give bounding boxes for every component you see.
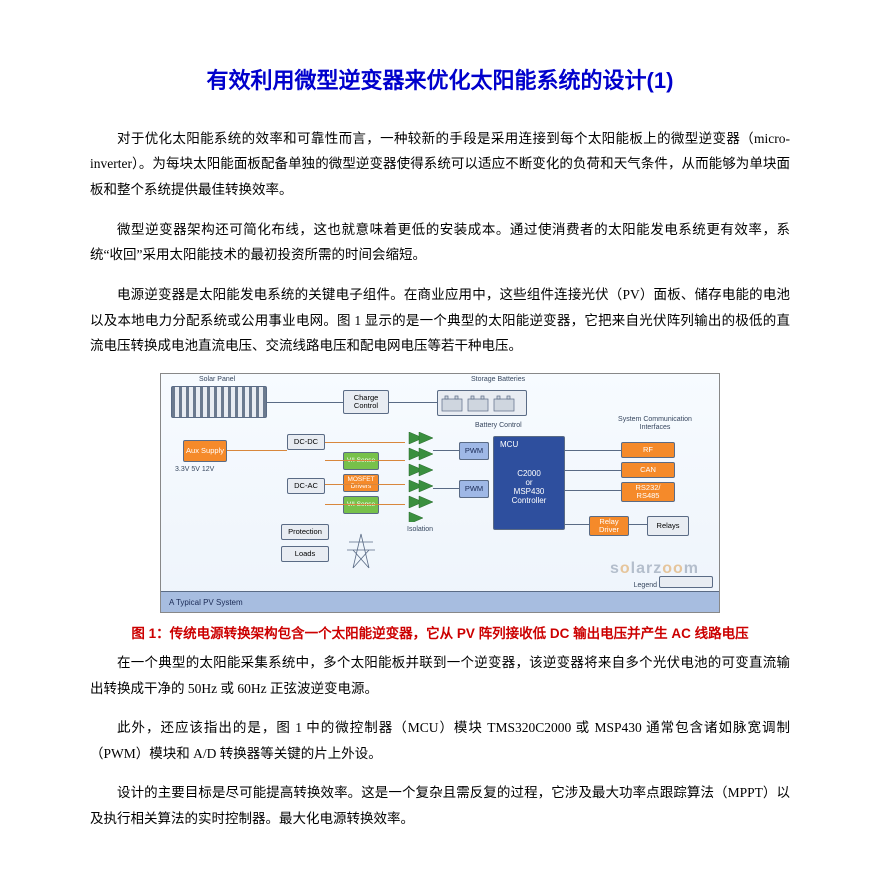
solar-panel-block [171, 386, 267, 418]
paragraph-2: 微型逆变器架构还可简化布线，这也就意味着更低的安装成本。通过使消费者的太阳能发电… [90, 217, 790, 268]
paragraph-1: 对于优化太阳能系统的效率和可靠性而言，一种较新的手段是采用连接到每个太阳能板上的… [90, 126, 790, 203]
dcac-block: DC-AC [287, 478, 325, 494]
protection-block: Protection [281, 524, 329, 540]
relays-block: Relays [647, 516, 689, 536]
storage-batteries-label: Storage Batteries [471, 376, 525, 384]
battery-control-label: Battery Control [475, 422, 522, 430]
watermark: solarzoom [610, 554, 699, 584]
rs-block: RS232/ RS485 [621, 482, 675, 502]
pwm-overlay-1: PWM [459, 442, 489, 460]
isolation-icon [405, 432, 435, 522]
paragraph-5: 此外，还应该指出的是，图 1 中的微控制器（MCU）模块 TMS320C2000… [90, 715, 790, 766]
isolation-label: Isolation [407, 526, 433, 534]
mosfet-drivers-block: MOSFET Drivers [343, 474, 379, 492]
charge-control-block: Charge Control [343, 390, 389, 414]
can-block: CAN [621, 462, 675, 478]
relay-driver-block: Relay Driver [589, 516, 629, 536]
rf-block: RF [621, 442, 675, 458]
loads-block: Loads [281, 546, 329, 562]
storage-batteries-block [437, 390, 527, 416]
figure-1-diagram: Solar Panel Charge Control Storage Batte… [160, 373, 720, 613]
controller-block: MCU C2000 or MSP430 Controller [493, 436, 565, 530]
dcdc-block: DC-DC [287, 434, 325, 450]
page-title: 有效利用微型逆变器来优化太阳能系统的设计(1) [90, 60, 790, 102]
paragraph-6: 设计的主要目标是尽可能提高转换效率。这是一个复杂且需反复的过程，它涉及最大功率点… [90, 780, 790, 831]
paragraph-3: 电源逆变器是太阳能发电系统的关键电子组件。在商业应用中，这些组件连接光伏（PV）… [90, 282, 790, 359]
solar-panel-label: Solar Panel [199, 376, 235, 384]
pwm-overlay-2: PWM [459, 480, 489, 498]
figure-1-caption: 图 1：传统电源转换架构包含一个太阳能逆变器，它从 PV 阵列接收低 DC 输出… [90, 623, 790, 646]
aux-supply-block: Aux Supply [183, 440, 227, 462]
paragraph-4: 在一个典型的太阳能采集系统中，多个太阳能板并联到一个逆变器，该逆变器将来自多个光… [90, 650, 790, 701]
volt-rails-label: 3.3V 5V 12V [175, 466, 214, 474]
typical-pv-label: A Typical PV System [169, 599, 243, 608]
sys-comm-label: System Communication Interfaces [615, 416, 695, 431]
tower-icon [341, 530, 381, 570]
